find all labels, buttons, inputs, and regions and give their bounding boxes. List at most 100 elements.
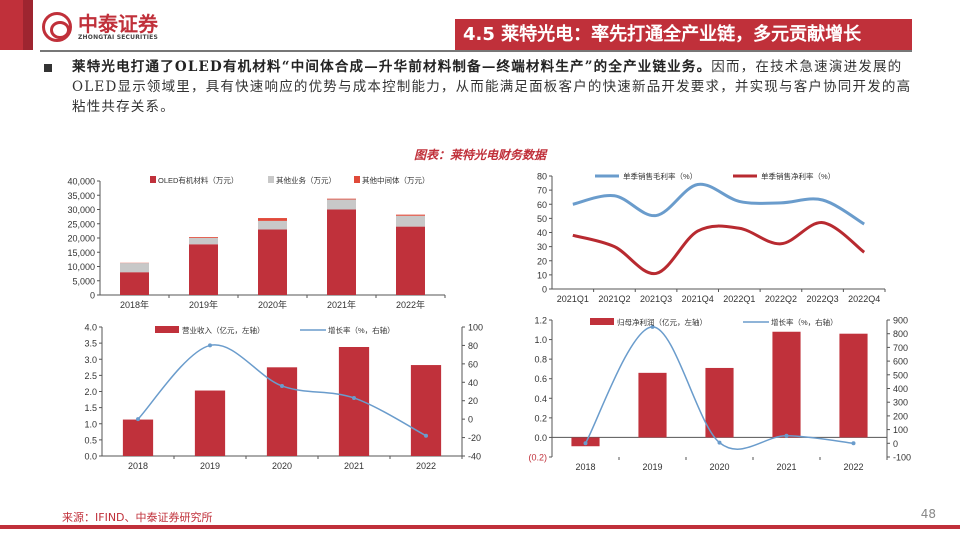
x-tick-label: 2021年 [327, 299, 356, 310]
legend-swatch [155, 326, 179, 333]
legend-swatch [590, 318, 614, 325]
x-tick-label: 2022Q4 [848, 294, 880, 304]
y2-tick-label: 60 [468, 359, 478, 369]
bullet-icon [44, 64, 52, 72]
data-point [650, 324, 655, 329]
y2-tick-label: 0 [468, 415, 473, 425]
series-line [572, 182, 865, 226]
data-point [136, 417, 140, 422]
y-tick-label: 40 [537, 228, 547, 238]
bar [258, 229, 287, 295]
x-tick-label: 2019年 [189, 299, 218, 310]
logo-cn: 中泰证券 [78, 11, 158, 36]
x-tick-label: 2019 [200, 461, 220, 471]
bar [194, 390, 226, 456]
bar [705, 367, 734, 438]
bar [396, 214, 425, 216]
y-tick-label: 0.4 [534, 394, 547, 404]
y-tick-label: 80 [537, 172, 547, 182]
x-tick-label: 2018 [128, 461, 148, 471]
bar [189, 237, 218, 238]
data-point [208, 343, 212, 348]
y2-tick-label: 700 [893, 343, 908, 353]
bar [327, 199, 356, 210]
data-point [784, 433, 789, 438]
bar [120, 263, 149, 273]
series-line [572, 221, 866, 275]
x-tick-label: 2021Q2 [598, 294, 630, 304]
data-point [583, 441, 588, 446]
y-tick-label: 1.0 [534, 335, 547, 345]
bar [189, 238, 218, 245]
y2-tick-label: 800 [893, 329, 908, 339]
data-point [717, 440, 722, 445]
y2-tick-label: 400 [893, 384, 908, 394]
bar [266, 367, 298, 456]
y-tick-label: 4.0 [84, 323, 97, 333]
y-tick-label: 40,000 [67, 177, 95, 187]
data-point [352, 395, 356, 400]
data-point [851, 441, 856, 446]
y2-tick-label: 80 [468, 341, 478, 351]
y-tick-label: 3.0 [84, 355, 97, 365]
x-tick-label: 2018 [575, 462, 595, 472]
y-tick-label: 1.0 [84, 419, 97, 429]
series-line [584, 326, 854, 450]
x-tick-label: 2020 [709, 462, 729, 472]
slide-title: 4.5 莱特光电：率先打通全产业链，多元贡献增长 [455, 19, 912, 51]
legend-label: 其他业务（万元） [276, 175, 336, 185]
legend-swatch [150, 176, 156, 183]
bar [396, 215, 425, 227]
body-paragraph: 莱特光电打通了OLED有机材料“中间体合成—升华前材料制备—终端材料生产”的全产… [72, 57, 912, 117]
bar [189, 244, 218, 295]
logo-icon [42, 12, 72, 42]
y-tick-label: 15,000 [67, 248, 95, 258]
chart-c2: 0 10 20 30 40 50 60 70 80 2021Q1 2021Q2 2021Q3 2021Q… [537, 171, 886, 304]
legend-label: 增长率（%，右轴） [771, 317, 838, 327]
bar [122, 419, 154, 456]
bar [327, 198, 356, 200]
legend-swatch [354, 176, 360, 183]
y-tick-label: 30 [537, 242, 547, 252]
y2-tick-label: 500 [893, 370, 908, 380]
y-tick-label: 10,000 [67, 262, 95, 272]
legend-label: 其他中间体（万元） [362, 175, 430, 185]
y-tick-label: 0.0 [84, 452, 97, 462]
bar [120, 272, 149, 295]
y2-tick-label: 100 [893, 425, 908, 435]
x-tick-label: 2022 [843, 462, 863, 472]
y2-tick-label: 100 [468, 323, 483, 333]
x-tick-label: 2022Q3 [807, 294, 839, 304]
figure-title: 图表：莱特光电财务数据 [413, 148, 546, 162]
y-tick-label: 70 [537, 186, 547, 196]
x-tick-label: 2022 [416, 461, 436, 471]
body-rest: 因而，在技术急速演进发展的OLED显示领域里，具有快速响应的优势与成本控制能力，… [72, 59, 912, 115]
page-number: 48 [920, 507, 936, 521]
chart-c3: 0.0 0.5 1.0 1.5 2.0 2.5 3.0 3.5 4.0 -40 -20 0 20 40 60… [84, 323, 483, 472]
bar [772, 331, 801, 438]
x-tick-label: 2020年 [258, 299, 287, 310]
y-tick-label: 0.0 [534, 433, 547, 443]
y-tick-label: 3.5 [84, 339, 97, 349]
body-bold: 莱特光电打通了OLED有机材料“中间体合成—升华前材料制备—终端材料生产”的全产… [72, 59, 712, 75]
legend-swatch [268, 176, 274, 183]
bar [410, 365, 442, 456]
y-tick-label: 1.5 [84, 403, 97, 413]
x-tick-label: 2022Q2 [765, 294, 797, 304]
y-tick-label: 0.5 [84, 435, 97, 445]
chart-c4: (0.2) 0.0 0.2 0.4 0.6 0.8 1.0 1.2 -100 0 100 200 300… [528, 316, 911, 473]
company-logo: 中泰证券 ZHONGTAI SECURITIES [42, 12, 158, 42]
y-tick-label: 25,000 [67, 219, 95, 229]
y-tick-label: 20 [537, 256, 547, 266]
x-tick-label: 2021 [776, 462, 796, 472]
y-tick-label: 0.8 [534, 355, 547, 365]
source-note: 来源：IFIND、中泰证券研究所 [62, 511, 213, 524]
x-tick-label: 2021Q1 [557, 294, 589, 304]
x-tick-label: 2022Q1 [723, 294, 755, 304]
data-point [280, 383, 284, 388]
logo-en: ZHONGTAI SECURITIES [78, 33, 158, 41]
legend-label: 增长率（%，右轴） [328, 325, 395, 335]
y-tick-label: 0 [90, 291, 95, 301]
bar [258, 218, 287, 221]
bar [638, 372, 667, 438]
